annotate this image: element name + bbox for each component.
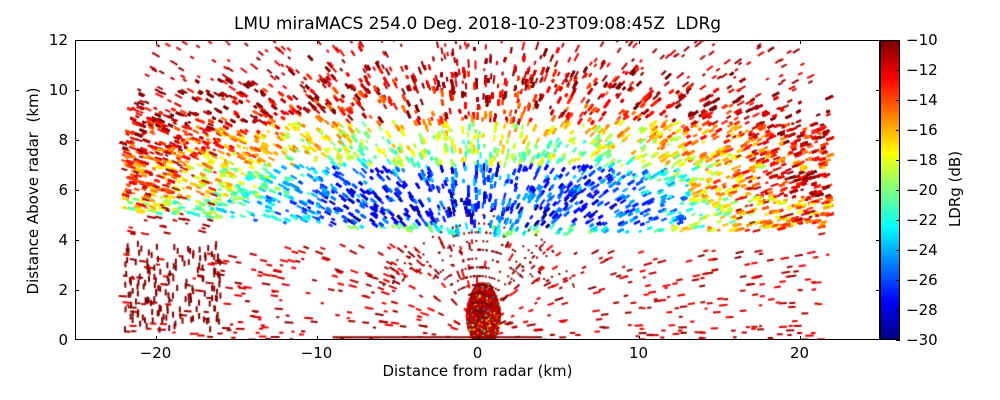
y-tick-mark xyxy=(876,240,880,241)
colorbar-tick-mark xyxy=(896,250,900,251)
y-tick-label: 8 xyxy=(58,131,68,149)
y-tick-mark xyxy=(75,190,79,191)
colorbar-tick-mark xyxy=(896,280,900,281)
ldr-heatmap xyxy=(76,41,879,339)
colorbar-tick-mark xyxy=(896,310,900,311)
y-tick-mark xyxy=(876,90,880,91)
y-tick-mark xyxy=(75,290,79,291)
x-tick-mark xyxy=(638,40,640,44)
y-tick-mark xyxy=(876,190,880,191)
x-tick-mark xyxy=(316,336,318,340)
colorbar-tick-label: −18 xyxy=(906,151,938,169)
plot-frame xyxy=(75,40,880,340)
colorbar-tick-label: −26 xyxy=(906,271,938,289)
y-tick-label: 0 xyxy=(58,331,68,349)
colorbar-tick-mark xyxy=(896,190,900,191)
y-tick-mark xyxy=(75,240,79,241)
x-tick-label: −20 xyxy=(139,344,172,362)
colorbar-tick-label: −16 xyxy=(906,121,938,139)
colorbar-tick-mark xyxy=(896,100,900,101)
chart-title: LMU miraMACS 254.0 Deg. 2018-10-23T09:08… xyxy=(233,14,722,34)
colorbar-tick-label: −22 xyxy=(906,211,938,229)
x-tick-mark xyxy=(477,40,479,44)
y-tick-label: 6 xyxy=(58,181,68,199)
x-tick-label: −10 xyxy=(300,344,333,362)
x-tick-mark xyxy=(799,336,801,340)
colorbar-tick-mark xyxy=(896,70,900,71)
x-tick-mark xyxy=(477,336,479,340)
colorbar-tick-label: −12 xyxy=(906,61,938,79)
colorbar-tick-label: −28 xyxy=(906,301,938,319)
colorbar-tick-mark xyxy=(896,220,900,221)
x-tick-mark xyxy=(316,40,318,44)
y-tick-label: 10 xyxy=(48,81,68,99)
colorbar-tick-label: −20 xyxy=(906,181,938,199)
y-tick-label: 12 xyxy=(48,31,68,49)
colorbar-tick-label: −24 xyxy=(906,241,938,259)
colorbar-label: LDRg (dB) xyxy=(946,150,964,228)
y-tick-mark xyxy=(876,140,880,141)
y-tick-mark xyxy=(75,140,79,141)
x-tick-label: 20 xyxy=(789,344,810,362)
x-tick-label: 0 xyxy=(472,344,483,362)
colorbar-tick-label: −30 xyxy=(906,331,938,349)
colorbar-tick-mark xyxy=(896,130,900,131)
y-tick-mark xyxy=(876,290,880,291)
y-tick-mark xyxy=(75,90,79,91)
colorbar-tick-mark xyxy=(896,160,900,161)
colorbar-tick-mark xyxy=(896,40,900,41)
x-tick-label: 10 xyxy=(628,344,649,362)
x-axis-label: Distance from radar (km) xyxy=(382,362,573,380)
x-tick-mark xyxy=(155,336,157,340)
x-tick-mark xyxy=(799,40,801,44)
y-tick-label: 4 xyxy=(58,231,68,249)
colorbar-tick-mark xyxy=(896,340,900,341)
colorbar-tick-label: −10 xyxy=(906,31,938,49)
colorbar-tick-label: −14 xyxy=(906,91,938,109)
y-tick-label: 2 xyxy=(58,281,68,299)
x-tick-mark xyxy=(638,336,640,340)
x-tick-mark xyxy=(155,40,157,44)
